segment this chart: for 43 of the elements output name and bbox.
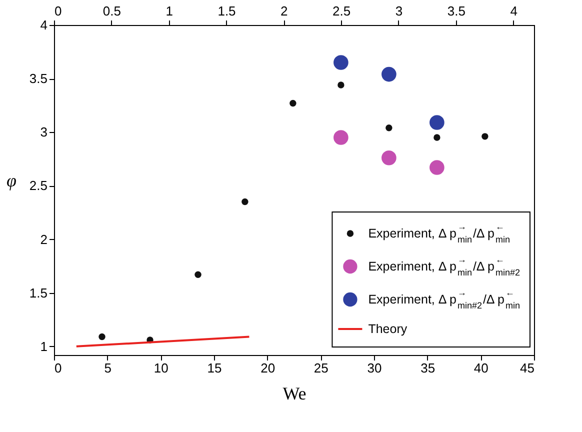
x-tick-label: 0 bbox=[54, 360, 62, 376]
point bbox=[334, 55, 348, 70]
point bbox=[194, 271, 202, 278]
point bbox=[290, 100, 296, 107]
x2-tick-label: 0.5 bbox=[102, 4, 121, 18]
x2-tick-label: 3.5 bbox=[447, 4, 466, 18]
y-tick-label: 1 bbox=[40, 338, 48, 354]
x-axis-title: We bbox=[282, 384, 306, 404]
x-tick-label: 10 bbox=[154, 360, 168, 376]
point bbox=[334, 130, 348, 145]
x-tick-label: 30 bbox=[367, 360, 382, 376]
point bbox=[434, 134, 440, 141]
point bbox=[430, 160, 444, 175]
x-tick-label: 20 bbox=[260, 360, 276, 376]
point bbox=[482, 133, 488, 140]
x-tick-label: 5 bbox=[104, 360, 112, 376]
x2-tick-label: 3 bbox=[395, 4, 403, 18]
x2-tick-label: 2.5 bbox=[332, 4, 351, 18]
x-tick-label: 25 bbox=[314, 360, 328, 376]
legend-label: Theory bbox=[368, 322, 408, 336]
y-tick-label: 3.5 bbox=[29, 71, 48, 86]
point bbox=[98, 333, 106, 340]
point bbox=[382, 150, 396, 166]
x-tick-label: 35 bbox=[420, 360, 436, 376]
point bbox=[382, 66, 396, 82]
y-tick-label: 1.5 bbox=[29, 285, 48, 300]
x2-tick-label: 2 bbox=[280, 4, 288, 18]
x2-tick-label: 4 bbox=[510, 4, 518, 18]
x2-tick-label: 0 bbox=[54, 4, 62, 18]
y-axis-title: φ bbox=[6, 170, 16, 190]
x-tick-label: 40 bbox=[474, 360, 488, 376]
y-tick-label: 2 bbox=[40, 232, 48, 247]
y-tick-label: 3 bbox=[40, 124, 48, 140]
point bbox=[386, 124, 392, 132]
point bbox=[338, 82, 344, 88]
x-tick-label: 15 bbox=[207, 360, 222, 376]
point bbox=[242, 198, 248, 206]
x2-tick-label: 1.5 bbox=[218, 4, 236, 18]
x-tick-label: 45 bbox=[520, 360, 534, 376]
y-tick-label: 4 bbox=[40, 18, 48, 32]
y-tick-label: 2.5 bbox=[29, 178, 48, 194]
point bbox=[430, 115, 444, 130]
x2-tick-label: 1 bbox=[166, 4, 173, 18]
